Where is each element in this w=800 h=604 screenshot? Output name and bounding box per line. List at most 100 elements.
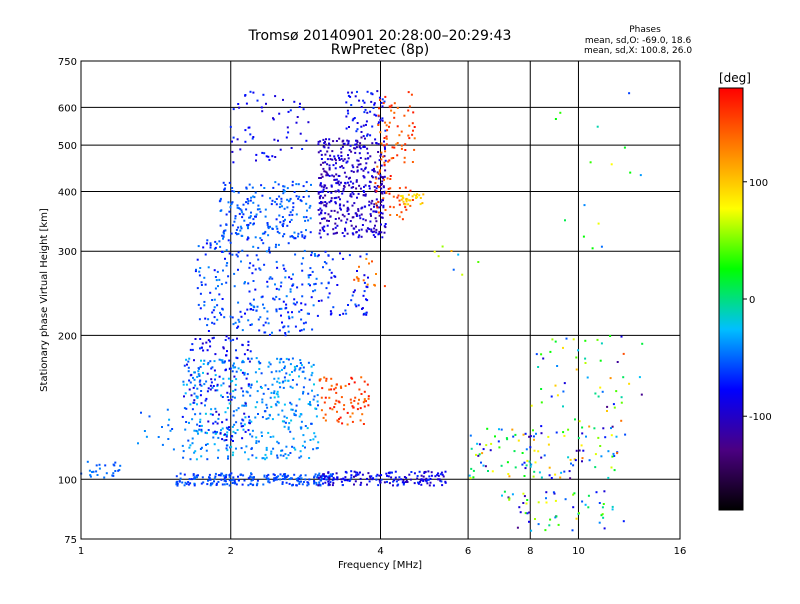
- data-point: [310, 183, 312, 186]
- data-point: [382, 176, 385, 179]
- data-point: [362, 194, 365, 197]
- data-point: [262, 457, 265, 460]
- data-point: [485, 444, 488, 447]
- data-point: [301, 148, 304, 150]
- data-point: [196, 476, 198, 479]
- data-point: [322, 266, 324, 269]
- data-point: [528, 511, 531, 514]
- data-point: [318, 472, 321, 475]
- data-point: [308, 478, 311, 481]
- data-point: [322, 473, 325, 476]
- data-point: [331, 479, 334, 482]
- data-point: [430, 471, 433, 474]
- data-point: [175, 483, 178, 486]
- data-point: [334, 402, 337, 405]
- data-point: [354, 396, 357, 399]
- data-point: [292, 302, 295, 305]
- data-point: [372, 107, 375, 109]
- data-point: [306, 312, 309, 315]
- data-point: [317, 484, 320, 487]
- data-point: [264, 384, 267, 387]
- data-point: [365, 253, 368, 256]
- data-point: [298, 415, 301, 418]
- data-point: [581, 460, 583, 463]
- data-point: [249, 350, 252, 353]
- data-point: [325, 202, 328, 205]
- data-point: [284, 365, 286, 368]
- data-point: [287, 426, 290, 429]
- data-point: [383, 137, 386, 139]
- data-point: [218, 293, 221, 296]
- data-point: [284, 453, 287, 456]
- data-point: [368, 262, 370, 265]
- data-point: [433, 250, 436, 253]
- data-point: [250, 196, 253, 199]
- data-point: [266, 478, 269, 481]
- data-point: [300, 309, 303, 311]
- data-point: [330, 197, 333, 200]
- data-point: [297, 235, 299, 238]
- data-point: [537, 523, 540, 526]
- data-point: [569, 477, 572, 480]
- data-point: [210, 408, 213, 411]
- data-point: [265, 446, 268, 449]
- data-point: [145, 435, 148, 438]
- data-point: [350, 186, 353, 189]
- data-point: [209, 360, 212, 363]
- data-point: [191, 437, 194, 440]
- data-point: [252, 201, 255, 204]
- data-point: [187, 366, 190, 369]
- data-point: [334, 222, 337, 225]
- data-point: [378, 206, 381, 209]
- data-point: [303, 249, 306, 252]
- data-point: [293, 298, 296, 301]
- data-point: [254, 288, 257, 291]
- data-point: [477, 454, 480, 457]
- data-point: [291, 284, 294, 287]
- data-point: [197, 432, 199, 435]
- data-point: [388, 192, 391, 195]
- data-point: [330, 191, 333, 194]
- data-point: [364, 184, 367, 187]
- data-point: [284, 276, 287, 279]
- data-point: [252, 195, 255, 198]
- data-point: [298, 375, 300, 378]
- data-point: [428, 475, 431, 478]
- data-point: [200, 281, 203, 284]
- data-point: [191, 348, 194, 351]
- data-point: [103, 476, 106, 479]
- data-point: [209, 478, 212, 481]
- data-point: [281, 449, 284, 452]
- data-point: [326, 163, 329, 166]
- data-point: [305, 202, 308, 205]
- data-point: [429, 478, 432, 480]
- data-point: [213, 477, 216, 480]
- data-point: [272, 186, 275, 189]
- data-point: [324, 201, 327, 203]
- data-point: [261, 457, 264, 460]
- data-point: [441, 473, 444, 476]
- data-point: [209, 291, 212, 294]
- data-point: [283, 190, 286, 193]
- data-point: [573, 492, 576, 495]
- data-point: [403, 161, 406, 164]
- data-point: [609, 377, 612, 380]
- data-point: [98, 463, 101, 466]
- data-point: [328, 474, 331, 477]
- data-point: [498, 428, 500, 431]
- data-point: [277, 395, 280, 398]
- data-point: [268, 246, 271, 249]
- data-point: [255, 153, 258, 156]
- data-point: [372, 210, 375, 213]
- data-point: [205, 449, 208, 452]
- data-point: [276, 393, 279, 396]
- data-point: [221, 421, 224, 424]
- data-point: [335, 178, 338, 181]
- data-point: [362, 218, 365, 221]
- data-point: [377, 211, 380, 214]
- data-point: [386, 480, 388, 483]
- data-point: [206, 372, 209, 375]
- data-point: [327, 281, 330, 284]
- data-point: [363, 281, 366, 284]
- data-point: [294, 237, 297, 240]
